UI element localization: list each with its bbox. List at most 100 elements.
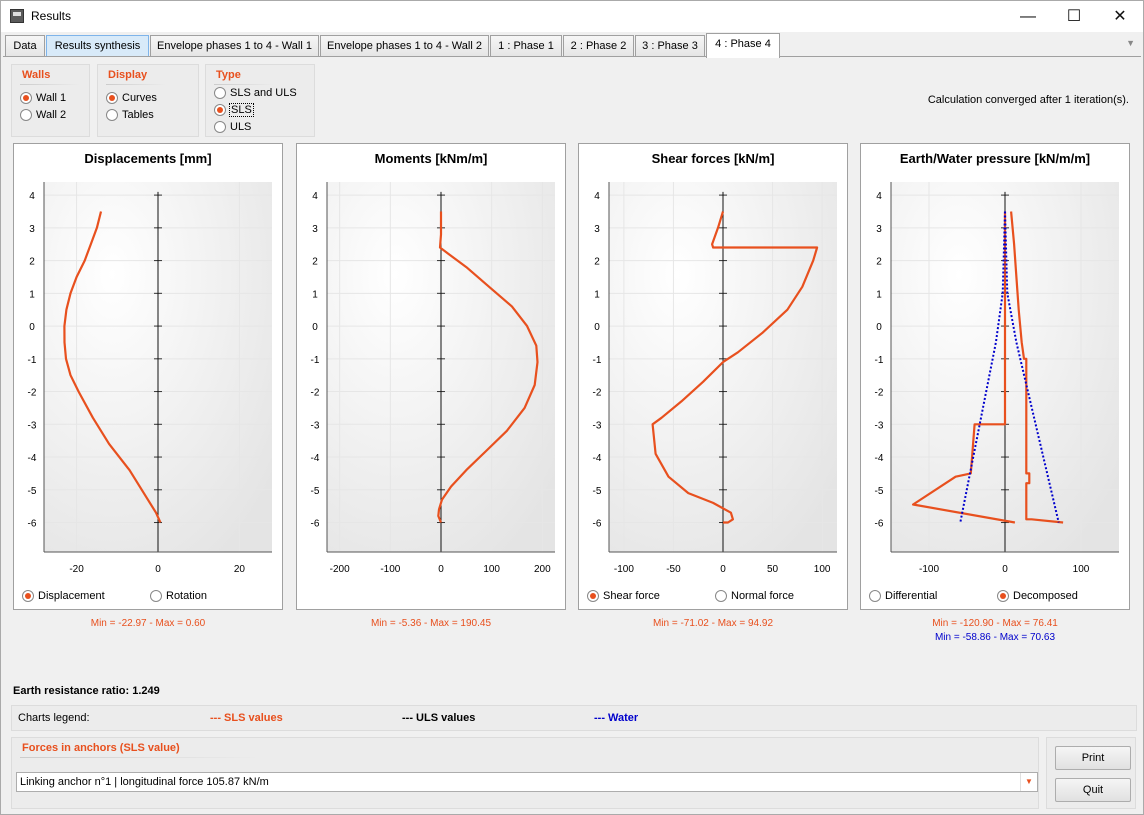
minimize-button[interactable]: —: [1020, 8, 1036, 25]
radio-icon[interactable]: [214, 87, 226, 99]
curves-option[interactable]: Curves: [106, 92, 157, 104]
decomposed-option[interactable]: Decomposed: [997, 590, 1078, 602]
shear-force-option[interactable]: Shear force: [587, 590, 660, 602]
differential-option[interactable]: Differential: [869, 590, 937, 602]
print-button[interactable]: Print: [1055, 746, 1131, 770]
anchors-divider: [20, 757, 260, 758]
y-tick-label: 2: [312, 257, 318, 268]
displacements-plot: 4 3 2 1 0 -1 -2 -3 -4 -5 -6 -20 0 20: [28, 182, 272, 575]
uls-label: ULS: [230, 121, 252, 133]
y-tick-label: -3: [593, 420, 602, 431]
sls-option[interactable]: SLS: [214, 103, 254, 117]
tab-envelope-wall-2[interactable]: Envelope phases 1 to 4 - Wall 2: [320, 35, 489, 57]
moments-chart: Moments [kNm/m] 4 3 2 1 0 -1 -2 -3 -4 -5 -6 -200 -10…: [296, 143, 566, 610]
y-tick-label: 3: [312, 224, 318, 235]
y-tick-label: -2: [28, 388, 37, 399]
wall-1-option[interactable]: Wall 1: [20, 92, 66, 104]
earth-water-pressure-plot: 4 3 2 1 0 -1 -2 -3 -4 -5 -6 -100 0 100: [875, 182, 1119, 575]
y-tick-label: 0: [312, 322, 318, 333]
y-tick-label: 4: [594, 191, 600, 202]
y-tick-label: 1: [594, 289, 600, 300]
chevron-down-icon[interactable]: ▼: [1020, 773, 1037, 791]
tab-results-synthesis[interactable]: Results synthesis: [46, 35, 149, 57]
displacement-option[interactable]: Displacement: [22, 590, 105, 602]
y-tick-label: -5: [593, 486, 602, 497]
radio-icon[interactable]: [715, 590, 727, 602]
sls-label: SLS: [229, 103, 254, 117]
y-tick-label: 1: [312, 289, 318, 300]
y-tick-label: -1: [593, 355, 602, 366]
y-tick-label: 4: [876, 191, 882, 202]
radio-icon[interactable]: [20, 109, 32, 121]
anchor-select-value: Linking anchor n°1 | longitudinal force …: [20, 776, 269, 788]
type-group: Type SLS and ULS SLS ULS: [205, 64, 315, 137]
shear-forces-minmax: Min = -71.02 - Max = 94.92: [652, 618, 774, 629]
curves-label: Curves: [122, 92, 157, 104]
charts-legend: Charts legend: --- SLS values --- ULS va…: [11, 705, 1137, 731]
y-tick-label: -5: [28, 486, 37, 497]
tab-phase-3[interactable]: 3 : Phase 3: [635, 35, 705, 57]
y-tick-label: 3: [594, 224, 600, 235]
x-tick-label: -100: [919, 564, 939, 575]
tab-scroll-icon[interactable]: ▼: [1126, 38, 1135, 48]
y-tick-label: -6: [311, 519, 320, 530]
radio-icon[interactable]: [587, 590, 599, 602]
title-bar: Results — ☐ ✕: [1, 1, 1143, 32]
tab-phase-4[interactable]: 4 : Phase 4: [706, 33, 780, 58]
sls-series-line: [63, 211, 162, 523]
displacements-chart: Displacements [mm] 4 3 2 1 0 -1 -2 -3 -4 -5 -6 -20 0…: [13, 143, 283, 610]
anchor-select[interactable]: Linking anchor n°1 | longitudinal force …: [16, 772, 1038, 792]
x-tick-label: -200: [330, 564, 350, 575]
close-button[interactable]: ✕: [1113, 8, 1127, 25]
legend-sls: --- SLS values: [210, 712, 283, 724]
tables-option[interactable]: Tables: [106, 109, 154, 121]
y-tick-label: -6: [593, 519, 602, 530]
tab-phase-1[interactable]: 1 : Phase 1: [490, 35, 562, 57]
uls-option[interactable]: ULS: [214, 121, 251, 133]
tab-phase-2[interactable]: 2 : Phase 2: [563, 35, 634, 57]
radio-icon[interactable]: [997, 590, 1009, 602]
tab-data[interactable]: Data: [5, 35, 45, 57]
normal-force-option[interactable]: Normal force: [715, 590, 794, 602]
radio-icon[interactable]: [150, 590, 162, 602]
x-tick-label: 100: [483, 564, 500, 575]
radio-icon[interactable]: [106, 92, 118, 104]
shear-forces-plot: 4 3 2 1 0 -1 -2 -3 -4 -5 -6 -100 -50 0 50 100: [593, 182, 837, 575]
sls-series-line: [651, 211, 819, 524]
x-tick-label: 200: [534, 564, 551, 575]
normal-force-label: Normal force: [731, 590, 794, 602]
window-title: Results: [31, 9, 72, 23]
walls-divider: [20, 84, 80, 85]
moments-plot: 4 3 2 1 0 -1 -2 -3 -4 -5 -6 -200 -100 0 100 200: [311, 182, 555, 575]
x-tick-label: 50: [767, 564, 779, 575]
y-tick-label: -1: [28, 355, 37, 366]
y-tick-label: -3: [28, 420, 37, 431]
display-divider: [106, 84, 166, 85]
sls-and-uls-option[interactable]: SLS and ULS: [214, 87, 297, 99]
display-group: Display Curves Tables: [97, 64, 199, 137]
quit-button[interactable]: Quit: [1055, 778, 1131, 802]
x-tick-label: 100: [814, 564, 831, 575]
y-tick-label: -5: [875, 486, 884, 497]
rotation-option[interactable]: Rotation: [150, 590, 207, 602]
walls-title: Walls: [22, 69, 51, 81]
radio-icon[interactable]: [214, 104, 226, 116]
shear-forces-chart: Shear forces [kN/m] 4 3 2 1 0 -1 -2 -3 -4 -5 -6 -10…: [578, 143, 848, 610]
y-tick-label: -4: [593, 453, 602, 464]
maximize-button[interactable]: ☐: [1066, 8, 1082, 25]
chart-title: Moments [kNm/m]: [374, 151, 488, 166]
radio-icon[interactable]: [20, 92, 32, 104]
radio-icon[interactable]: [106, 109, 118, 121]
radio-icon[interactable]: [869, 590, 881, 602]
x-tick-label: -100: [614, 564, 634, 575]
tab-envelope-wall-1[interactable]: Envelope phases 1 to 4 - Wall 1: [150, 35, 319, 57]
decomposed-label: Decomposed: [1013, 590, 1078, 602]
displacement-label: Displacement: [38, 590, 105, 602]
x-tick-label: 0: [720, 564, 726, 575]
radio-icon[interactable]: [22, 590, 34, 602]
wall-1-label: Wall 1: [36, 92, 67, 104]
radio-icon[interactable]: [214, 121, 226, 133]
differential-label: Differential: [885, 590, 938, 602]
wall-2-option[interactable]: Wall 2: [20, 109, 66, 121]
